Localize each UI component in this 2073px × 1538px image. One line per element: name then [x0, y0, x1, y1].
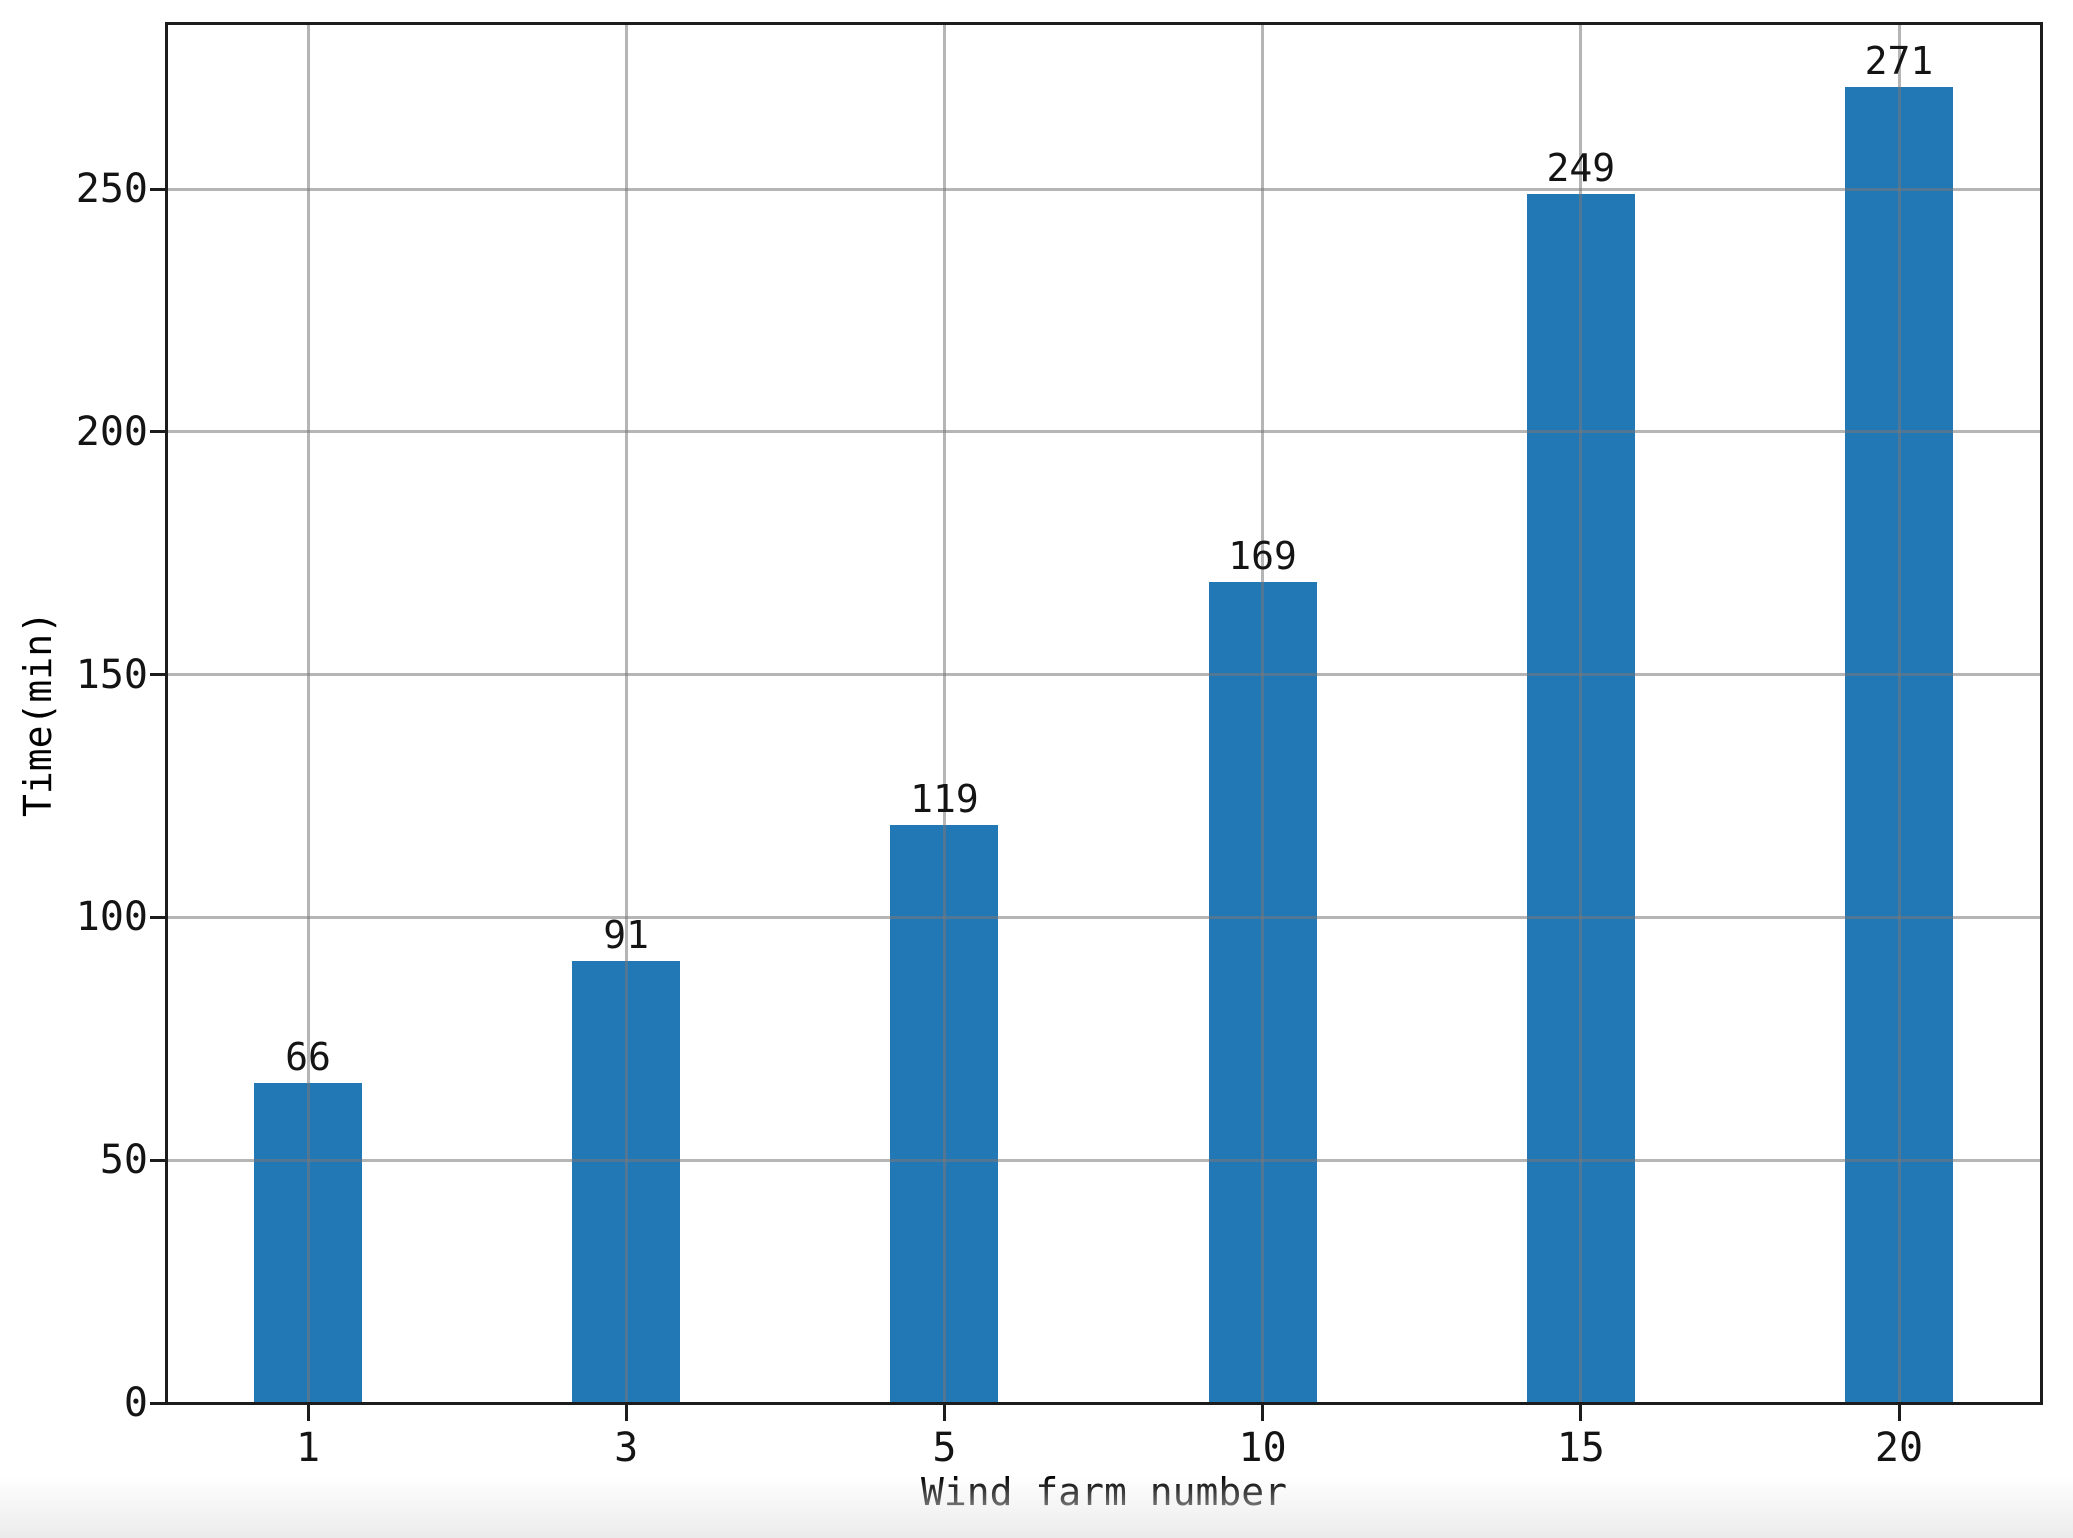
x-tick-label: 20: [1874, 1425, 1924, 1471]
bar-value-label: 119: [910, 777, 979, 822]
y-tick-mark: [150, 673, 167, 677]
y-tick-label: 50: [99, 1137, 148, 1184]
y-tick-mark: [150, 187, 167, 191]
x-tick-label: 15: [1556, 1425, 1605, 1471]
x-tick-label: 1: [295, 1425, 321, 1471]
x-axis-title: Wind farm number: [920, 1470, 1288, 1514]
x-tick-mark: [1579, 1404, 1583, 1421]
x-tick-mark: [624, 1404, 628, 1421]
y-axis-title: Time(min): [16, 611, 60, 817]
y-tick-mark: [150, 1158, 167, 1162]
x-tick-mark: [1261, 1404, 1265, 1421]
bar-value-label: 169: [1228, 534, 1297, 579]
gridline-vertical: [306, 24, 310, 1403]
y-tick-label: 250: [75, 166, 148, 213]
gridline-horizontal: [167, 673, 2041, 677]
y-tick-label: 0: [123, 1380, 148, 1426]
gridline-horizontal: [167, 187, 2041, 191]
bar-value-label: 249: [1546, 145, 1616, 190]
bar-value-label: 271: [1864, 39, 1934, 84]
gridline-vertical: [624, 24, 628, 1403]
axes-spine-frame: [165, 22, 2043, 1405]
y-tick-label: 150: [75, 651, 148, 698]
y-tick-label: 100: [75, 894, 148, 941]
x-tick-mark: [1897, 1404, 1901, 1421]
gridline-horizontal: [167, 1158, 2041, 1162]
x-tick-label: 3: [614, 1425, 639, 1471]
y-tick-mark: [150, 915, 167, 919]
gridline-vertical: [1579, 24, 1583, 1403]
bar-value-label: 66: [285, 1034, 331, 1079]
x-tick-label: 10: [1238, 1425, 1287, 1471]
y-tick-mark: [150, 430, 167, 434]
gridline-horizontal: [167, 915, 2041, 919]
plot-area: 66 91 119 169 249 271: [165, 22, 2043, 1405]
gridline-vertical: [942, 24, 946, 1403]
gridline-horizontal: [167, 430, 2041, 434]
bar-value-label: 91: [603, 913, 650, 958]
gridline-vertical: [1261, 24, 1265, 1403]
x-tick-mark: [306, 1404, 310, 1421]
gridline-vertical: [1897, 24, 1901, 1403]
y-tick-label: 200: [75, 408, 148, 455]
x-tick-mark: [942, 1404, 946, 1421]
x-tick-label: 5: [932, 1425, 957, 1471]
y-tick-mark: [150, 1401, 167, 1405]
